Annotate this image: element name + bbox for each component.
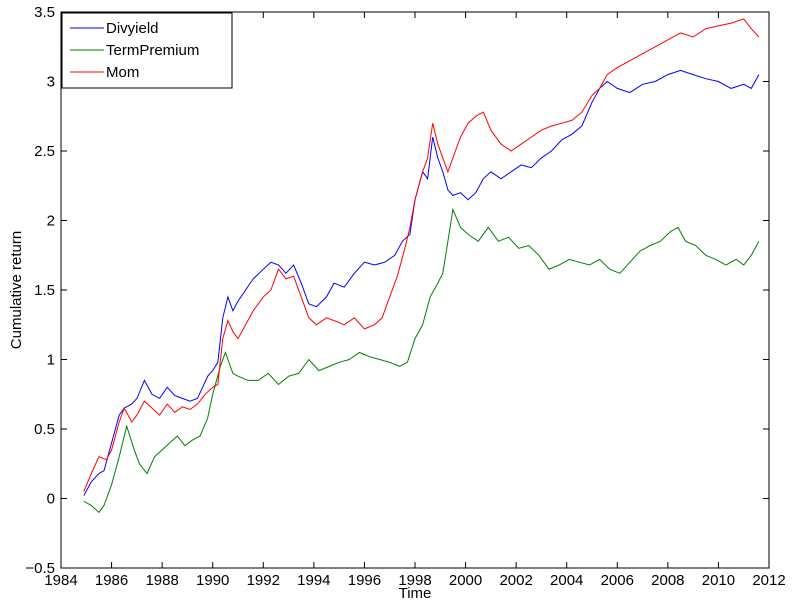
x-tick-label: 1994 bbox=[297, 572, 330, 589]
x-tick-label: 1998 bbox=[398, 572, 431, 589]
y-tick-label: −0.5 bbox=[25, 560, 55, 577]
x-tick-label: 1992 bbox=[247, 572, 280, 589]
x-tick-label: 2002 bbox=[499, 572, 532, 589]
legend-label-mom: Mom bbox=[106, 64, 139, 81]
plot-series bbox=[83, 18, 760, 514]
axis-tick-labels: 1984 1986 1988 1990 1992 1994 1996 1998 2000 2002… bbox=[25, 4, 785, 589]
x-axis-title: Time bbox=[399, 585, 432, 602]
y-tick-label: 3.5 bbox=[34, 4, 55, 21]
x-tick-label: 1996 bbox=[348, 572, 381, 589]
x-tick-label: 2008 bbox=[651, 572, 684, 589]
y-axis-title: Cumulative return bbox=[8, 231, 25, 349]
series-line-mom bbox=[83, 18, 760, 492]
series-line-termpremium bbox=[83, 207, 760, 514]
x-tick-label: 1990 bbox=[196, 572, 229, 589]
y-tick-label: 0.5 bbox=[34, 421, 55, 438]
x-tick-label: 2000 bbox=[449, 572, 482, 589]
y-tick-label: 2.5 bbox=[34, 143, 55, 160]
x-tick-label: 1988 bbox=[145, 572, 178, 589]
x-tick-label: 2004 bbox=[550, 572, 583, 589]
x-tick-label: 2006 bbox=[601, 572, 634, 589]
series-line-divyield bbox=[83, 69, 760, 496]
x-tick-label: 2012 bbox=[752, 572, 785, 589]
y-tick-label: 1 bbox=[47, 352, 55, 369]
x-tick-label: 1984 bbox=[44, 572, 77, 589]
y-tick-label: 3 bbox=[47, 74, 55, 91]
y-tick-label: 0 bbox=[47, 491, 55, 508]
legend-label-termpremium: TermPremium bbox=[106, 42, 199, 59]
x-tick-label: 2010 bbox=[702, 572, 735, 589]
y-tick-label: 1.5 bbox=[34, 282, 55, 299]
x-tick-label: 1986 bbox=[95, 572, 128, 589]
legend-label-divyield: Divyield bbox=[106, 20, 159, 37]
axis-ticks bbox=[60, 11, 770, 569]
y-tick-label: 2 bbox=[47, 213, 55, 230]
legend: Divyield TermPremium Mom bbox=[61, 12, 233, 89]
